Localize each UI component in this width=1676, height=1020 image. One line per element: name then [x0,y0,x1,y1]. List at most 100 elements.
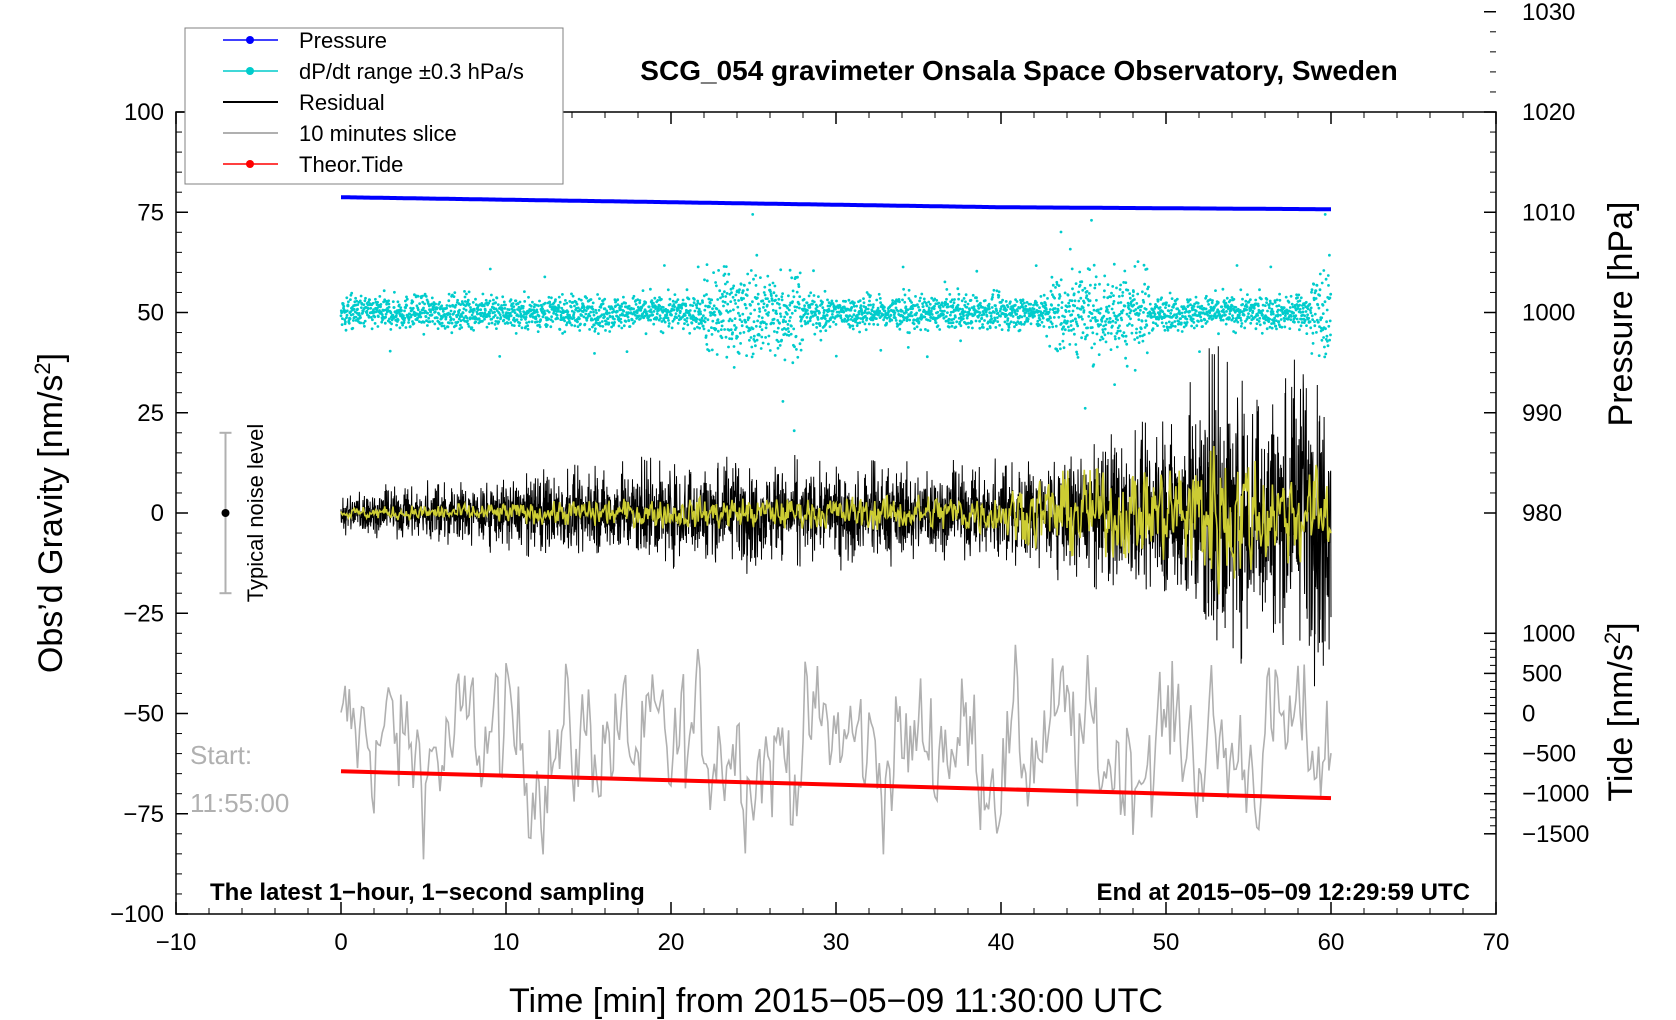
dpdt-point [1067,329,1071,332]
dpdt-point [1024,311,1028,314]
dpdt-point [964,300,967,304]
y-tick-label-gravity: 50 [137,300,164,327]
dpdt-point [1271,312,1275,316]
dpdt-point [1122,281,1126,284]
dpdt-point [1261,313,1264,317]
dpdt-point [1052,316,1056,319]
dpdt-point [541,307,544,311]
dpdt-point [978,319,981,323]
dpdt-point [697,322,701,325]
dpdt-point [1058,342,1062,346]
dpdt-point [748,328,752,332]
dpdt-point [1228,299,1232,302]
dpdt-point [1064,310,1068,313]
dpdt-point [1128,296,1132,300]
dpdt-point [1197,320,1200,323]
dpdt-point [1306,307,1310,311]
dpdt-point [644,301,648,304]
dpdt-point [866,307,870,311]
dpdt-point [1042,293,1046,297]
dpdt-point [882,318,885,322]
dpdt-point [660,297,663,301]
dpdt-point [1257,308,1261,312]
dpdt-point [430,313,434,317]
dpdt-point [1117,295,1121,298]
dpdt-point [1211,317,1215,320]
dpdt-point [704,304,707,308]
dpdt-point [360,306,363,309]
dpdt-point [531,300,534,304]
dpdt-point [402,321,406,324]
dpdt-point [655,316,659,320]
dpdt-point [1077,315,1081,319]
dpdt-point [786,306,789,310]
dpdt-point [572,316,576,320]
dpdt-point [1136,260,1140,263]
dpdt-point [421,294,424,298]
dpdt-point [1143,282,1146,286]
dpdt-point [1221,318,1225,322]
y-axis-title-pressure: Pressure [hPa] [1602,202,1640,427]
dpdt-point [1102,314,1106,318]
dpdt-point [1005,314,1009,317]
dpdt-point [1117,301,1120,305]
dpdt-point [1138,330,1142,334]
dpdt-point [573,324,577,328]
dpdt-point [1103,333,1107,337]
dpdt-point [789,316,792,319]
dpdt-point [502,300,506,304]
dpdt-point [751,300,754,304]
dpdt-point [416,294,420,298]
dpdt-point [1136,336,1139,340]
dpdt-point [1124,281,1128,284]
dpdt-point [691,304,695,307]
dpdt-point [1297,293,1301,297]
dpdt-point [850,315,854,319]
dpdt-point [433,322,437,326]
dpdt-point [1013,303,1017,307]
dpdt-point [930,309,933,313]
dpdt-point [759,276,762,279]
dpdt-point [1160,321,1164,325]
dpdt-point [923,315,927,319]
dpdt-point [981,306,985,309]
dpdt-point [921,302,924,305]
dpdt-point [1245,305,1249,309]
dpdt-point [1110,291,1113,295]
dpdt-point [730,337,734,341]
dpdt-point [1236,320,1240,324]
dpdt-point [1111,324,1114,328]
dpdt-point [1122,331,1126,334]
dpdt-point [826,298,829,302]
dpdt-point [1213,306,1216,309]
dpdt-point [853,309,857,312]
dpdt-point [1307,316,1311,320]
dpdt-point [1260,331,1264,335]
dpdt-point [1164,306,1167,309]
dpdt-point [589,310,593,314]
dpdt-point [946,302,949,306]
dpdt-point [751,327,755,331]
dpdt-point [708,305,711,309]
dpdt-point [1225,296,1229,300]
dpdt-point [610,325,613,329]
dpdt-point [1308,302,1312,306]
dpdt-point [1238,309,1242,312]
dpdt-point [489,309,493,312]
dpdt-point [632,307,635,311]
dpdt-point [1090,346,1094,350]
dpdt-point [436,306,439,310]
dpdt-point [705,293,708,296]
dpdt-point [506,321,510,325]
y-axis-title-tide-prefix: Tide [nm/s [1602,644,1640,801]
dpdt-point [379,305,382,309]
dpdt-point [484,309,487,312]
dpdt-point [1186,304,1190,308]
dpdt-point [356,307,359,311]
dpdt-point [627,304,631,308]
dpdt-point [792,295,796,299]
dpdt-point [650,311,653,314]
dpdt-point [488,314,491,318]
dpdt-point [950,324,954,328]
dpdt-point [1268,306,1271,310]
